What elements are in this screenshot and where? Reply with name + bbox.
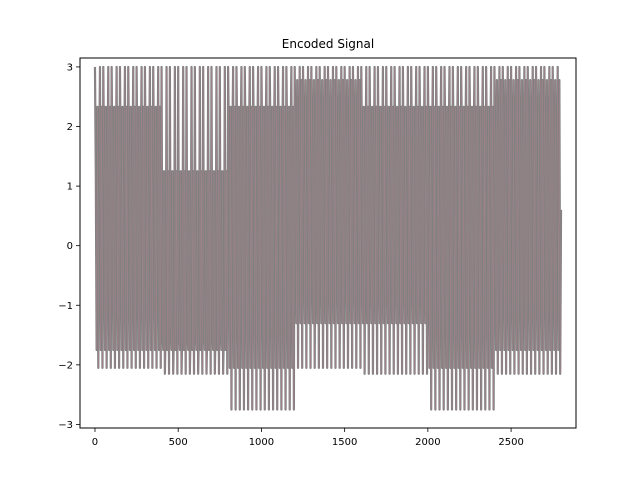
y-tick-label: 3 xyxy=(67,62,73,73)
y-tick-label: −3 xyxy=(58,420,73,431)
x-tick-label: 1500 xyxy=(332,437,357,448)
y-tick-label: −1 xyxy=(58,301,73,312)
y-tick-label: 0 xyxy=(67,241,73,252)
x-tick-label: 500 xyxy=(169,437,188,448)
x-axis: 0 500 1000 1500 2000 2500 xyxy=(92,428,524,448)
x-tick-label: 0 xyxy=(92,437,98,448)
axes-frame xyxy=(79,57,577,429)
y-tick-label: 1 xyxy=(67,182,73,193)
y-axis: −3 −2 −1 0 1 2 3 xyxy=(58,62,80,431)
y-tick-label: −2 xyxy=(58,360,73,371)
signal-series-edge xyxy=(94,66,562,410)
plot-area xyxy=(93,65,563,411)
y-tick-label: 2 xyxy=(67,122,73,133)
chart-title: Encoded Signal xyxy=(282,37,374,51)
x-tick-label: 2000 xyxy=(415,437,440,448)
x-tick-label: 1000 xyxy=(249,437,274,448)
x-tick-label: 2500 xyxy=(498,437,523,448)
